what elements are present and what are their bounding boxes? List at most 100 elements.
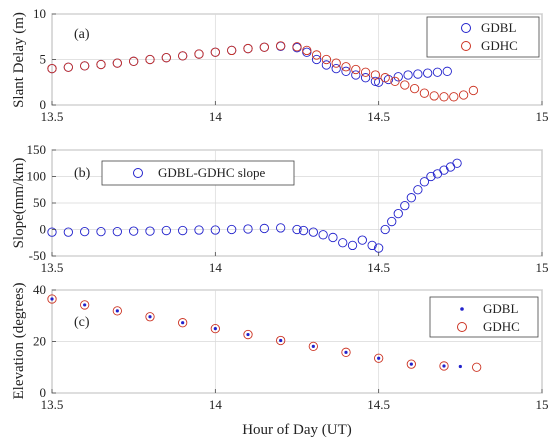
panel-a-legend-gdhc-label: GDHC bbox=[481, 38, 518, 53]
panel-c-ytick-label: 20 bbox=[33, 334, 46, 349]
panel-b-gdbl-gdhc-slope-point bbox=[259, 223, 269, 234]
panel-c-legend-gdhc-marker bbox=[457, 322, 467, 332]
panel-a-xtick-label: 14.5 bbox=[367, 109, 390, 124]
panel-b-gdbl-gdhc-slope-point bbox=[419, 177, 430, 187]
panel-b-gdbl-gdhc-slope-point bbox=[413, 185, 423, 195]
panel-a-gdhc-point bbox=[419, 88, 430, 98]
panel-a-gdhc-point bbox=[429, 91, 439, 101]
panel-a-gdbl-point bbox=[351, 70, 361, 80]
panel-b-gdbl-gdhc-slope-point bbox=[328, 232, 338, 243]
panel-a-gdbl-point bbox=[341, 66, 351, 76]
panel-b-gdbl-gdhc-slope-point bbox=[338, 238, 348, 248]
panel-c-gdhc-point bbox=[374, 353, 384, 363]
panel-b-xtick-label: 14 bbox=[209, 260, 223, 275]
panel-a-gdhc-point bbox=[145, 54, 155, 65]
panel-a-gdhc-point bbox=[449, 92, 459, 102]
panel-c-legend-gdbl-label: GDBL bbox=[483, 301, 518, 316]
panel-a-xtick-label: 14 bbox=[209, 109, 223, 124]
panel-b-gdbl-gdhc-slope-point bbox=[178, 225, 188, 236]
panel-a-gdhc-point bbox=[112, 58, 122, 68]
panel-a-gdhc-point bbox=[302, 45, 312, 56]
panel-b-gdbl-gdhc-slope-point bbox=[439, 165, 449, 175]
panel-b-gdbl-gdhc-slope-point bbox=[161, 225, 171, 236]
panel-c-grid bbox=[51, 289, 543, 394]
panel-c-gdbl-point bbox=[50, 297, 54, 301]
panel-c-marks bbox=[47, 294, 482, 372]
panel-a-gdhc-point bbox=[311, 50, 322, 60]
panel-b-gdbl-gdhc-slope-point bbox=[387, 216, 397, 227]
panel-a-gdhc-point bbox=[47, 63, 57, 74]
panel-a-gdhc-point bbox=[341, 62, 351, 72]
panel-c-gdhc-point bbox=[439, 361, 449, 371]
panel-b-gdbl-gdhc-slope-point bbox=[380, 224, 390, 235]
panel-c-gdbl-point bbox=[213, 327, 217, 331]
panel-c-gdbl-point bbox=[181, 321, 185, 325]
panel-c-gdbl-point bbox=[83, 303, 87, 307]
panel-b-xtick-label: 15 bbox=[536, 260, 549, 275]
panel-a-gdhc-point bbox=[458, 90, 469, 100]
panel-c-gdbl-point bbox=[246, 332, 250, 337]
panel-a-gdhc-point bbox=[276, 41, 286, 51]
panel-c-gdhc-point bbox=[210, 323, 220, 334]
panel-a-yticks: 0 5 10 bbox=[33, 6, 56, 112]
panel-c-legend-gdbl-marker bbox=[460, 307, 464, 311]
panel-c-ylabel: Elevation (degrees) bbox=[11, 282, 27, 399]
panel-c-gdhc-point bbox=[341, 347, 351, 357]
panel-b-gdbl-gdhc-slope-point bbox=[63, 227, 73, 237]
panel-a-gdbl-point bbox=[321, 60, 332, 70]
panel-a-gdhc-point bbox=[80, 61, 90, 71]
panel-b-gdbl-gdhc-slope-point bbox=[227, 224, 237, 235]
panel-c-legend: GDBL GDHC bbox=[429, 296, 539, 338]
panel-c-xtick-label: 14.5 bbox=[367, 397, 390, 412]
panel-c-gdbl-point bbox=[377, 356, 381, 360]
x-axis-label: Hour of Day (UT) bbox=[242, 422, 352, 438]
panel-c-ytick-label: 40 bbox=[33, 282, 46, 297]
panel-a-gdhc-point bbox=[380, 73, 390, 83]
panel-a-gdhc-point bbox=[210, 47, 220, 57]
panel-a-xtick-label: 13.5 bbox=[41, 109, 64, 124]
panel-c-gdbl-point bbox=[458, 364, 462, 369]
panel-c-gdbl-point bbox=[148, 315, 152, 319]
panel-c-gdhc-point bbox=[178, 318, 188, 328]
panel-b-xticks: 13.5 14 14.5 15 bbox=[41, 252, 549, 275]
panel-b-ytick-label: 0 bbox=[40, 222, 47, 237]
panel-a-gdhc-point bbox=[439, 92, 449, 102]
panel-b-gdbl-gdhc-slope-point bbox=[393, 208, 403, 219]
panel-a-gdbl-point bbox=[331, 63, 341, 74]
panel-b: 13.5 14 14.5 15 -50 0 50 100 150 (b) Slope(mm/k… bbox=[11, 142, 549, 275]
panel-a-xtick-label: 15 bbox=[536, 109, 549, 124]
panel-c-ytick-label: 0 bbox=[40, 385, 47, 400]
panel-c-gdbl-point bbox=[344, 350, 348, 354]
panel-b-gdbl-gdhc-slope-point bbox=[96, 226, 106, 237]
panel-a-gdhc-point bbox=[129, 56, 139, 66]
panel-a-gdhc-point bbox=[321, 54, 332, 65]
panel-a-gdhc-point bbox=[292, 42, 302, 52]
panel-a-legend: GDBL GDHC bbox=[426, 16, 540, 58]
panel-a-gdbl-point bbox=[423, 68, 433, 78]
panel-c-xtick-label: 13.5 bbox=[41, 397, 64, 412]
panel-a-legend-gdhc-marker bbox=[461, 41, 471, 51]
panel-a-gdhc-point bbox=[409, 83, 420, 94]
panel-b-gdbl-gdhc-slope-point bbox=[112, 226, 122, 237]
panel-b-gdbl-gdhc-slope-point bbox=[194, 225, 204, 235]
panel-b-gdbl-gdhc-slope-point bbox=[47, 227, 57, 237]
panel-a-gdbl-point bbox=[403, 70, 413, 80]
panel-b-gdbl-gdhc-slope-point bbox=[292, 224, 302, 235]
panel-b-legend-slope-label: GDBL-GDHC slope bbox=[158, 165, 265, 180]
panel-b-gdbl-gdhc-slope-point bbox=[129, 226, 139, 236]
panel-b-gdbl-gdhc-slope-point bbox=[400, 200, 410, 211]
panel-c-legend-gdhc-label: GDHC bbox=[483, 319, 520, 334]
panel-c-gdhc-point bbox=[472, 362, 482, 372]
panel-a-gdbl-point bbox=[360, 73, 371, 83]
panel-a-legend-box bbox=[426, 16, 540, 58]
panel-a-gdbl-point bbox=[311, 54, 322, 65]
panel-a-gdhc-point bbox=[194, 49, 204, 59]
panel-b-gdbl-gdhc-slope-point bbox=[276, 223, 286, 233]
panel-c-gdbl-point bbox=[115, 309, 119, 313]
panel-b-ytick-label: 150 bbox=[27, 142, 47, 157]
panel-a-gdhc-point bbox=[161, 53, 171, 63]
panel-b-xtick-label: 13.5 bbox=[41, 260, 64, 275]
panel-b-gdbl-gdhc-slope-point bbox=[347, 240, 358, 251]
panel-c-yticks: 0 20 40 bbox=[33, 282, 56, 400]
panel-b-gdbl-gdhc-slope-point bbox=[210, 225, 220, 235]
